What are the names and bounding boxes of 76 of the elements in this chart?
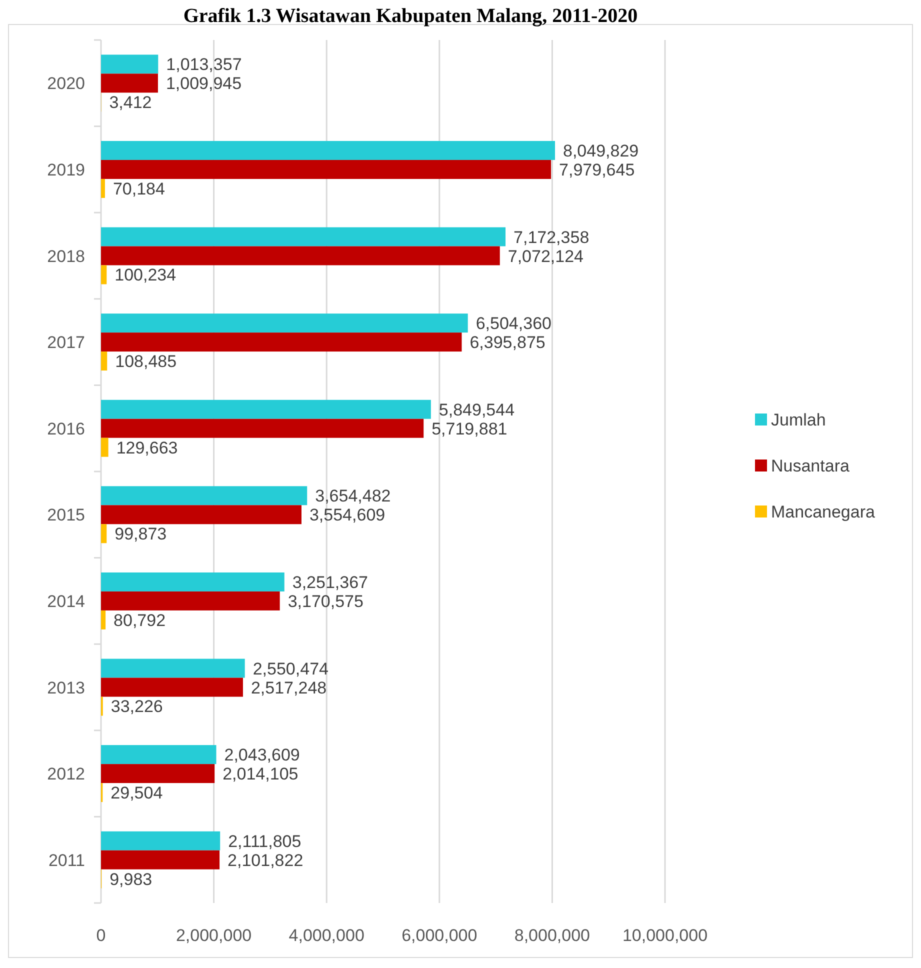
data-label: 3,251,367 xyxy=(292,572,368,592)
chart-title: Grafik 1.3 Wisatawan Kabupaten Malang, 2011-2020 xyxy=(183,5,638,27)
x-tick-label: 6,000,000 xyxy=(402,926,478,945)
data-label: 2,043,609 xyxy=(224,746,300,765)
y-tick-label: 2013 xyxy=(47,678,85,698)
x-tick-label: 4,000,000 xyxy=(288,926,364,945)
data-label: 100,234 xyxy=(114,266,176,285)
bar xyxy=(101,352,108,371)
y-tick-label: 2020 xyxy=(47,74,85,94)
data-label: 129,663 xyxy=(116,438,178,458)
data-label: 1,009,945 xyxy=(166,74,242,94)
data-label: 3,554,609 xyxy=(309,506,386,525)
data-label: 3,170,575 xyxy=(288,592,364,611)
legend-label: Jumlah xyxy=(771,410,826,430)
bar xyxy=(101,140,556,160)
data-label: 29,504 xyxy=(110,784,163,803)
data-label: 2,111,805 xyxy=(228,832,302,851)
bar xyxy=(101,745,216,764)
x-tick-label: 10,000,000 xyxy=(622,926,708,945)
data-label: 33,226 xyxy=(110,697,163,716)
bar xyxy=(101,438,108,457)
data-label: 2,014,105 xyxy=(222,764,298,784)
bar xyxy=(101,658,245,678)
data-label: 7,172,358 xyxy=(514,228,590,247)
y-tick-label: 2017 xyxy=(47,333,85,352)
legend-label: Mancanegara xyxy=(771,502,876,522)
bar xyxy=(101,314,468,333)
data-label: 7,979,645 xyxy=(559,160,635,180)
data-label: 5,719,881 xyxy=(432,419,508,438)
x-tick-label: 0 xyxy=(96,926,106,945)
data-label: 108,485 xyxy=(115,352,177,372)
bar xyxy=(101,332,462,352)
bar xyxy=(101,400,431,419)
y-tick-label: 2011 xyxy=(48,850,85,870)
bar xyxy=(101,178,105,198)
data-label: 6,395,875 xyxy=(470,333,546,352)
bar xyxy=(101,591,280,610)
data-label: 2,101,822 xyxy=(228,850,304,870)
bar xyxy=(101,486,308,506)
data-label: 9,983 xyxy=(110,870,152,889)
bar xyxy=(101,54,158,74)
bar xyxy=(101,265,107,284)
data-label: 3,654,482 xyxy=(315,486,391,506)
data-label: 2,550,474 xyxy=(252,659,328,678)
x-tick-label: 2,000,000 xyxy=(176,926,252,945)
data-label: 80,792 xyxy=(114,610,166,630)
bar xyxy=(101,764,215,784)
bar xyxy=(101,850,220,870)
bar xyxy=(101,227,506,246)
data-label: 8,049,829 xyxy=(563,141,639,160)
bar xyxy=(101,160,552,179)
bar xyxy=(101,246,500,266)
y-tick-label: 2015 xyxy=(47,506,85,525)
data-label: 99,873 xyxy=(114,524,167,544)
data-label: 3,412 xyxy=(109,93,152,112)
data-label: 5,849,544 xyxy=(438,400,515,420)
data-label: 7,072,124 xyxy=(508,246,584,266)
bar xyxy=(101,610,106,630)
data-label: 2,517,248 xyxy=(250,678,327,698)
data-label: 70,184 xyxy=(112,179,165,198)
bar xyxy=(101,678,243,697)
x-tick-label: 8,000,000 xyxy=(514,926,590,945)
y-tick-label: 2014 xyxy=(47,592,85,611)
data-label: 1,013,357 xyxy=(166,55,242,74)
bar xyxy=(101,524,107,544)
legend-label: Nusantara xyxy=(771,456,850,476)
bar xyxy=(101,418,424,438)
y-tick-label: 2018 xyxy=(47,246,85,266)
bar xyxy=(101,831,220,850)
y-tick-label: 2012 xyxy=(47,764,85,784)
bar xyxy=(101,505,302,524)
data-label: 6,504,360 xyxy=(476,314,552,334)
bar xyxy=(101,74,158,93)
bar xyxy=(101,572,284,592)
y-tick-label: 2019 xyxy=(47,160,85,180)
y-tick-label: 2016 xyxy=(47,419,85,438)
